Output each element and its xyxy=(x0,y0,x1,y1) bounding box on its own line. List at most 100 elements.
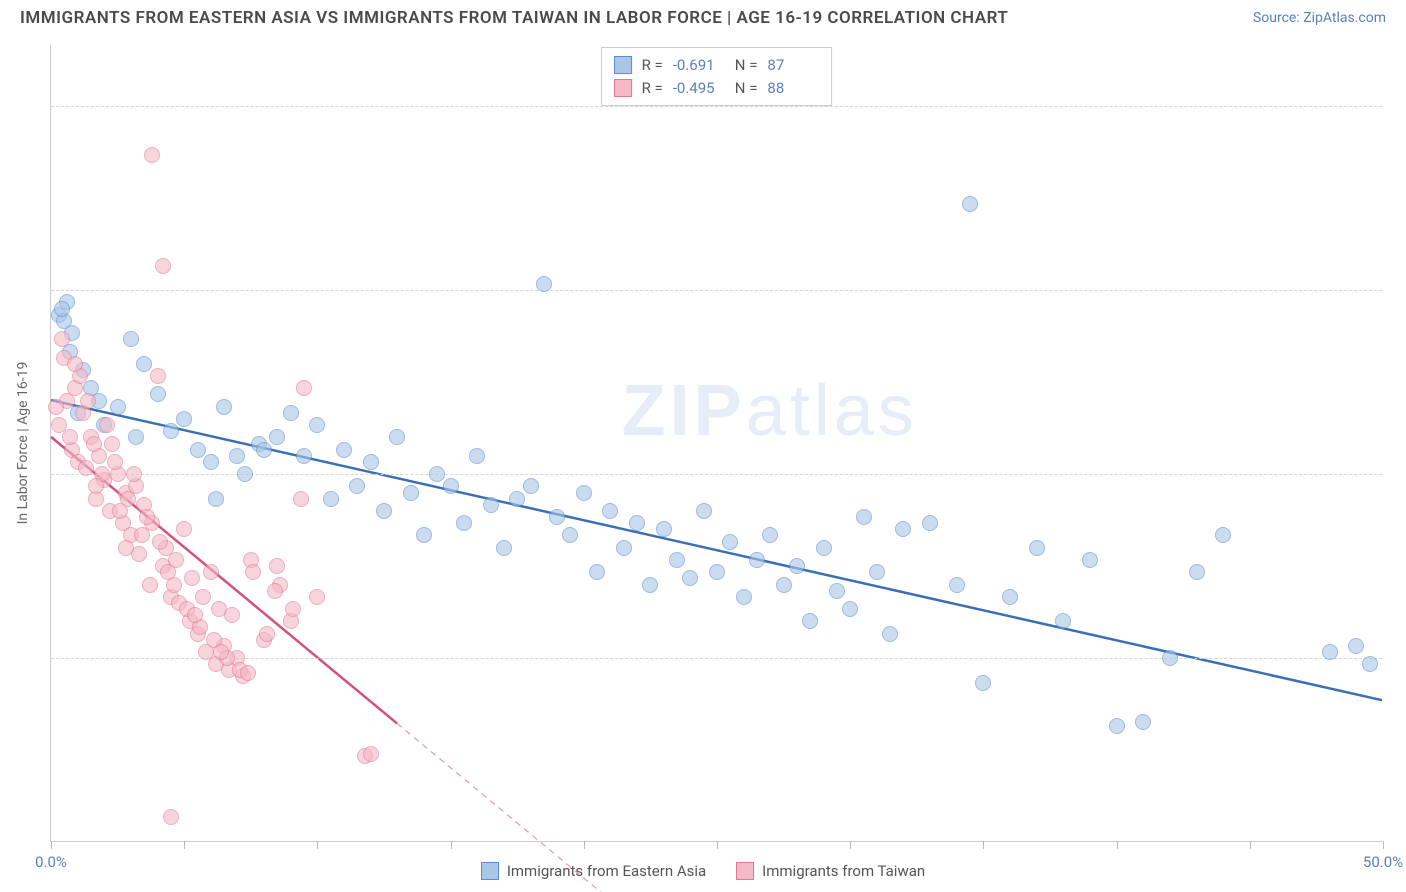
scatter-point xyxy=(283,405,299,421)
x-tick xyxy=(51,841,52,849)
scatter-point xyxy=(78,460,94,476)
scatter-point xyxy=(62,429,78,445)
scatter-point xyxy=(136,356,152,372)
scatter-point xyxy=(816,540,832,556)
scatter-point xyxy=(293,491,309,507)
scatter-point xyxy=(403,485,419,501)
scatter-point xyxy=(104,436,120,452)
scatter-point xyxy=(882,626,898,642)
scatter-point xyxy=(1215,527,1231,543)
scatter-point xyxy=(363,454,379,470)
scatter-point xyxy=(67,356,83,372)
scatter-point xyxy=(496,540,512,556)
scatter-point xyxy=(110,399,126,415)
stats-swatch xyxy=(614,79,632,97)
scatter-point xyxy=(309,589,325,605)
scatter-point xyxy=(150,368,166,384)
y-tick-label: 15.0% xyxy=(1392,649,1406,667)
stats-swatch xyxy=(614,56,632,74)
scatter-point xyxy=(259,626,275,642)
scatter-point xyxy=(208,491,224,507)
title-row: IMMIGRANTS FROM EASTERN ASIA VS IMMIGRAN… xyxy=(0,0,1406,32)
scatter-point xyxy=(269,558,285,574)
scatter-point xyxy=(922,515,938,531)
legend-item: Immigrants from Taiwan xyxy=(736,862,925,880)
scatter-point xyxy=(155,258,171,274)
gridline xyxy=(51,658,1382,659)
x-tick xyxy=(850,841,851,849)
x-tick xyxy=(717,841,718,849)
scatter-point xyxy=(616,540,632,556)
scatter-point xyxy=(709,564,725,580)
scatter-point xyxy=(802,613,818,629)
bottom-legend: Immigrants from Eastern Asia Immigrants f… xyxy=(0,862,1406,880)
scatter-point xyxy=(224,607,240,623)
scatter-point xyxy=(1362,656,1378,672)
scatter-point xyxy=(762,527,778,543)
scatter-point xyxy=(240,665,256,681)
scatter-point xyxy=(869,564,885,580)
scatter-point xyxy=(443,478,459,494)
scatter-point xyxy=(163,423,179,439)
scatter-point xyxy=(48,399,64,415)
x-tick xyxy=(451,841,452,849)
scatter-point xyxy=(642,577,658,593)
x-tick xyxy=(1250,841,1251,849)
scatter-point xyxy=(216,399,232,415)
scatter-point xyxy=(629,515,645,531)
scatter-point xyxy=(54,301,70,317)
scatter-point xyxy=(150,386,166,402)
n-value: 87 xyxy=(767,54,819,77)
scatter-point xyxy=(736,589,752,605)
scatter-point xyxy=(134,527,150,543)
scatter-point xyxy=(203,564,219,580)
scatter-point xyxy=(229,448,245,464)
scatter-point xyxy=(1082,552,1098,568)
scatter-point xyxy=(285,601,301,617)
scatter-point xyxy=(975,675,991,691)
scatter-point xyxy=(86,436,102,452)
scatter-point xyxy=(99,417,115,433)
scatter-point xyxy=(549,509,565,525)
stats-box: R =-0.691N =87R =-0.495N =88 xyxy=(601,47,833,106)
n-value: 88 xyxy=(767,77,819,100)
scatter-point xyxy=(749,552,765,568)
scatter-point xyxy=(523,478,539,494)
scatter-point xyxy=(456,515,472,531)
scatter-point xyxy=(195,589,211,605)
scatter-point xyxy=(842,601,858,617)
scatter-point xyxy=(54,331,70,347)
scatter-point xyxy=(267,583,283,599)
scatter-point xyxy=(187,607,203,623)
scatter-point xyxy=(118,540,134,556)
scatter-point xyxy=(176,521,192,537)
scatter-point xyxy=(1162,650,1178,666)
gridline xyxy=(51,290,1382,291)
scatter-point xyxy=(363,746,379,762)
scatter-point xyxy=(88,478,104,494)
y-axis-label: In Labor Force | Age 16-19 xyxy=(15,362,31,525)
scatter-point xyxy=(429,466,445,482)
legend-item: Immigrants from Eastern Asia xyxy=(481,862,706,880)
scatter-point xyxy=(107,454,123,470)
scatter-point xyxy=(536,276,552,292)
scatter-point xyxy=(696,503,712,519)
scatter-point xyxy=(139,509,155,525)
scatter-point xyxy=(562,527,578,543)
scatter-point xyxy=(389,429,405,445)
scatter-point xyxy=(829,583,845,599)
source-link[interactable]: Source: ZipAtlas.com xyxy=(1253,10,1386,26)
scatter-point xyxy=(669,552,685,568)
scatter-point xyxy=(80,393,96,409)
scatter-point xyxy=(1029,540,1045,556)
x-tick xyxy=(983,841,984,849)
gridline xyxy=(51,106,1382,107)
scatter-point xyxy=(722,534,738,550)
scatter-point xyxy=(245,564,261,580)
scatter-point xyxy=(1322,644,1338,660)
scatter-point xyxy=(1055,613,1071,629)
scatter-point xyxy=(509,491,525,507)
scatter-point xyxy=(576,485,592,501)
legend-swatch xyxy=(481,862,499,880)
scatter-point xyxy=(376,503,392,519)
